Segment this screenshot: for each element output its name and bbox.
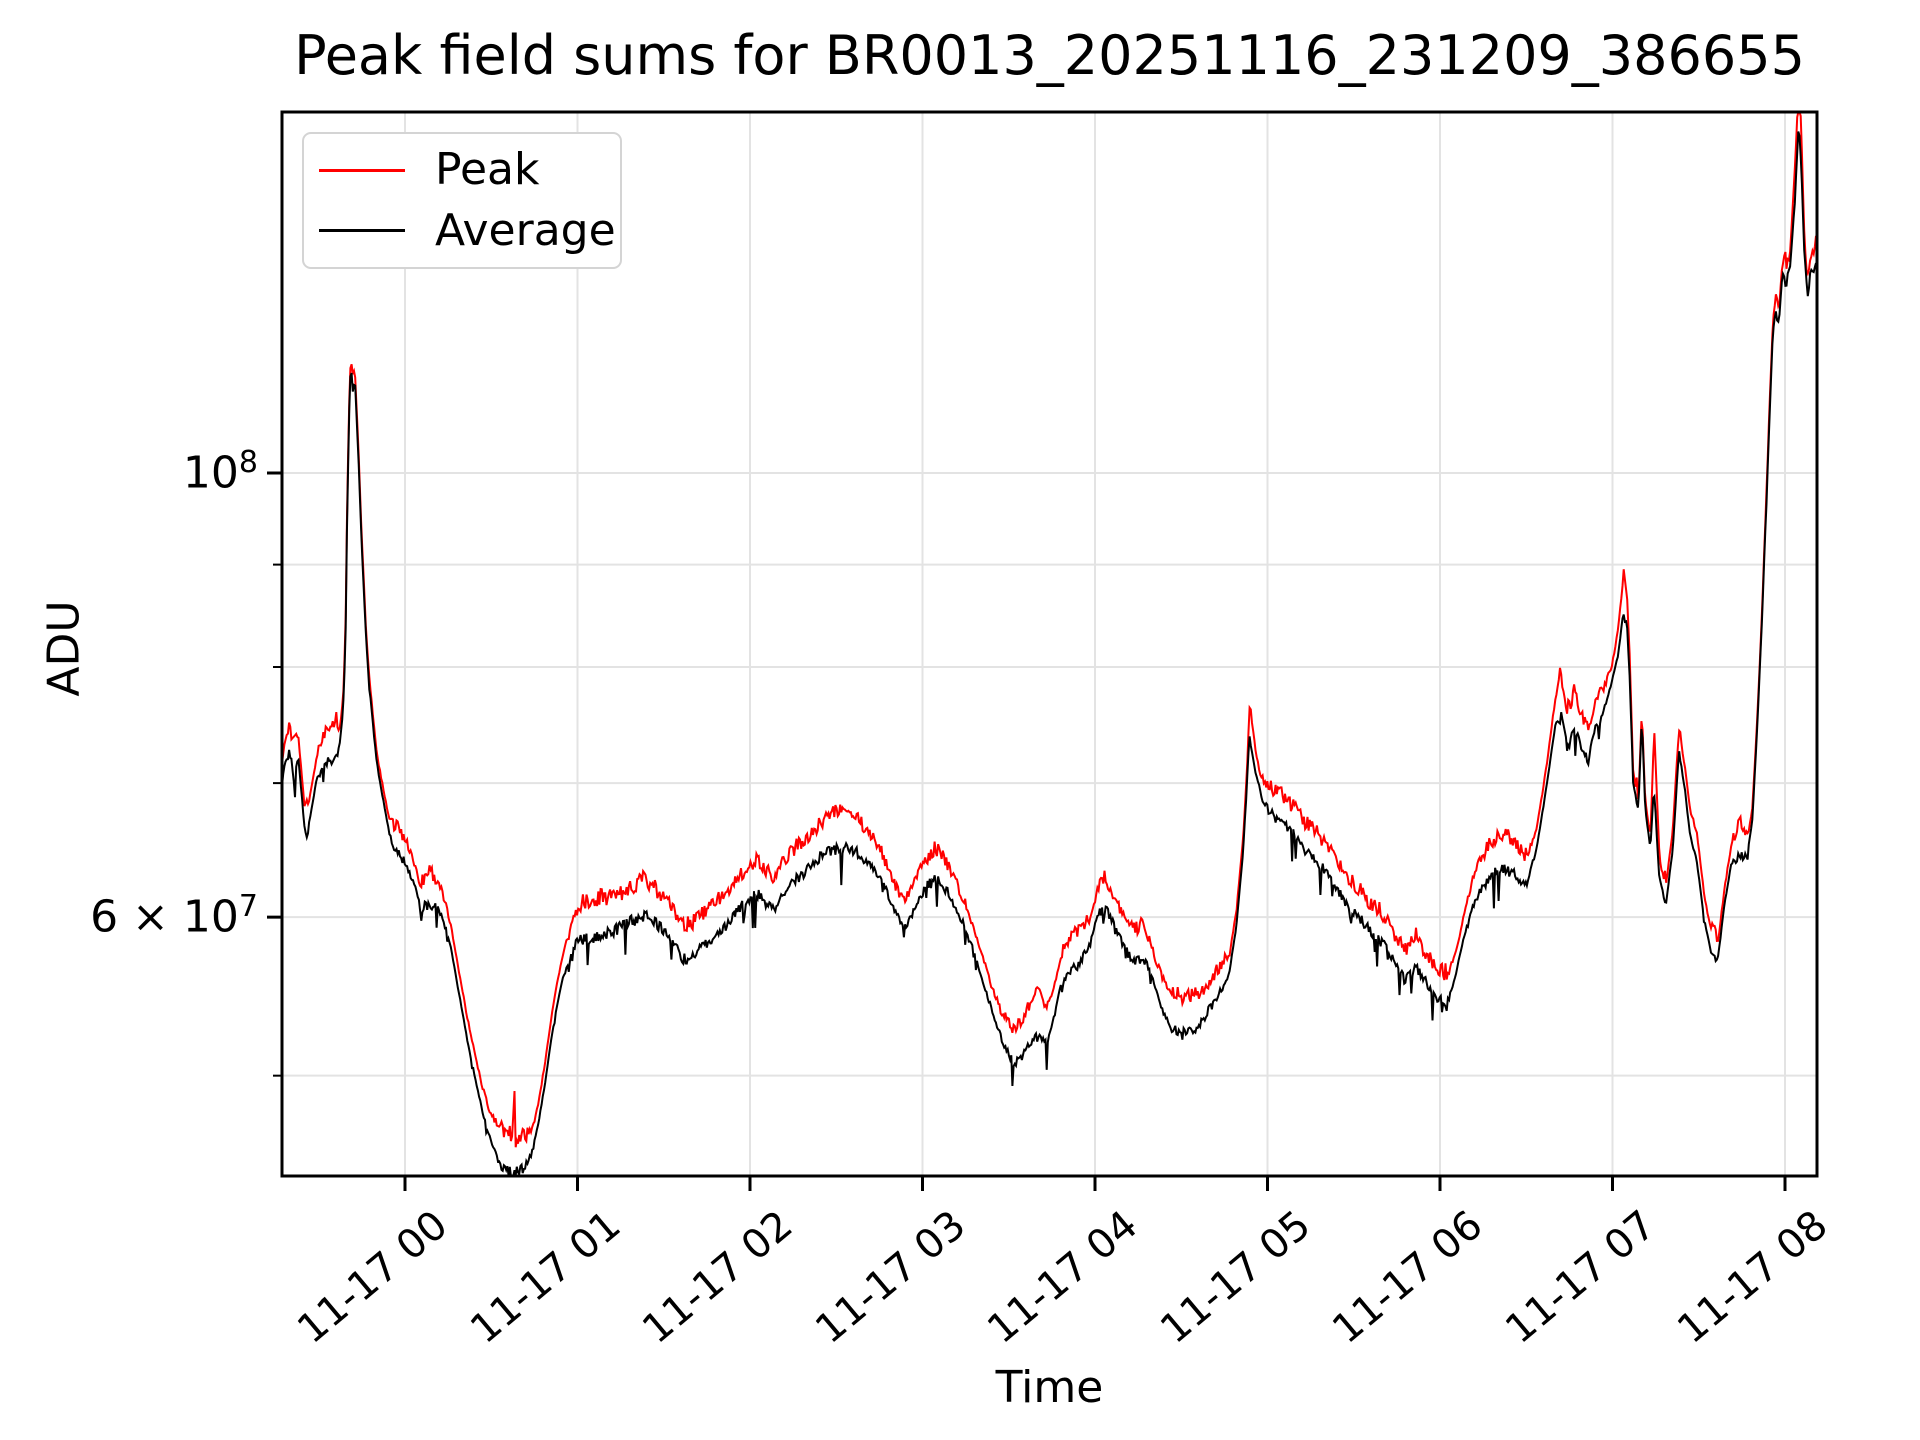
- legend-label-peak: Peak: [435, 144, 540, 196]
- series-peak-line: [282, 112, 1817, 1148]
- legend: Peak Average: [302, 132, 622, 269]
- x-axis-label: Time: [995, 1362, 1104, 1413]
- average-line-swatch: [319, 229, 405, 233]
- legend-item-peak: Peak: [304, 148, 620, 192]
- plot-frame: [280, 110, 1819, 1178]
- y-axis-label: ADU: [38, 600, 90, 697]
- series-average-line: [282, 131, 1817, 1176]
- legend-label-average: Average: [435, 204, 616, 256]
- y-tick-label-1e8: 108: [182, 445, 258, 499]
- y-tick-label-6e7: 6 × 107: [90, 889, 258, 943]
- peak-line-swatch: [319, 168, 405, 172]
- legend-item-average: Average: [304, 204, 620, 256]
- chart-title: Peak field sums for BR0013_20251116_2312…: [294, 24, 1805, 87]
